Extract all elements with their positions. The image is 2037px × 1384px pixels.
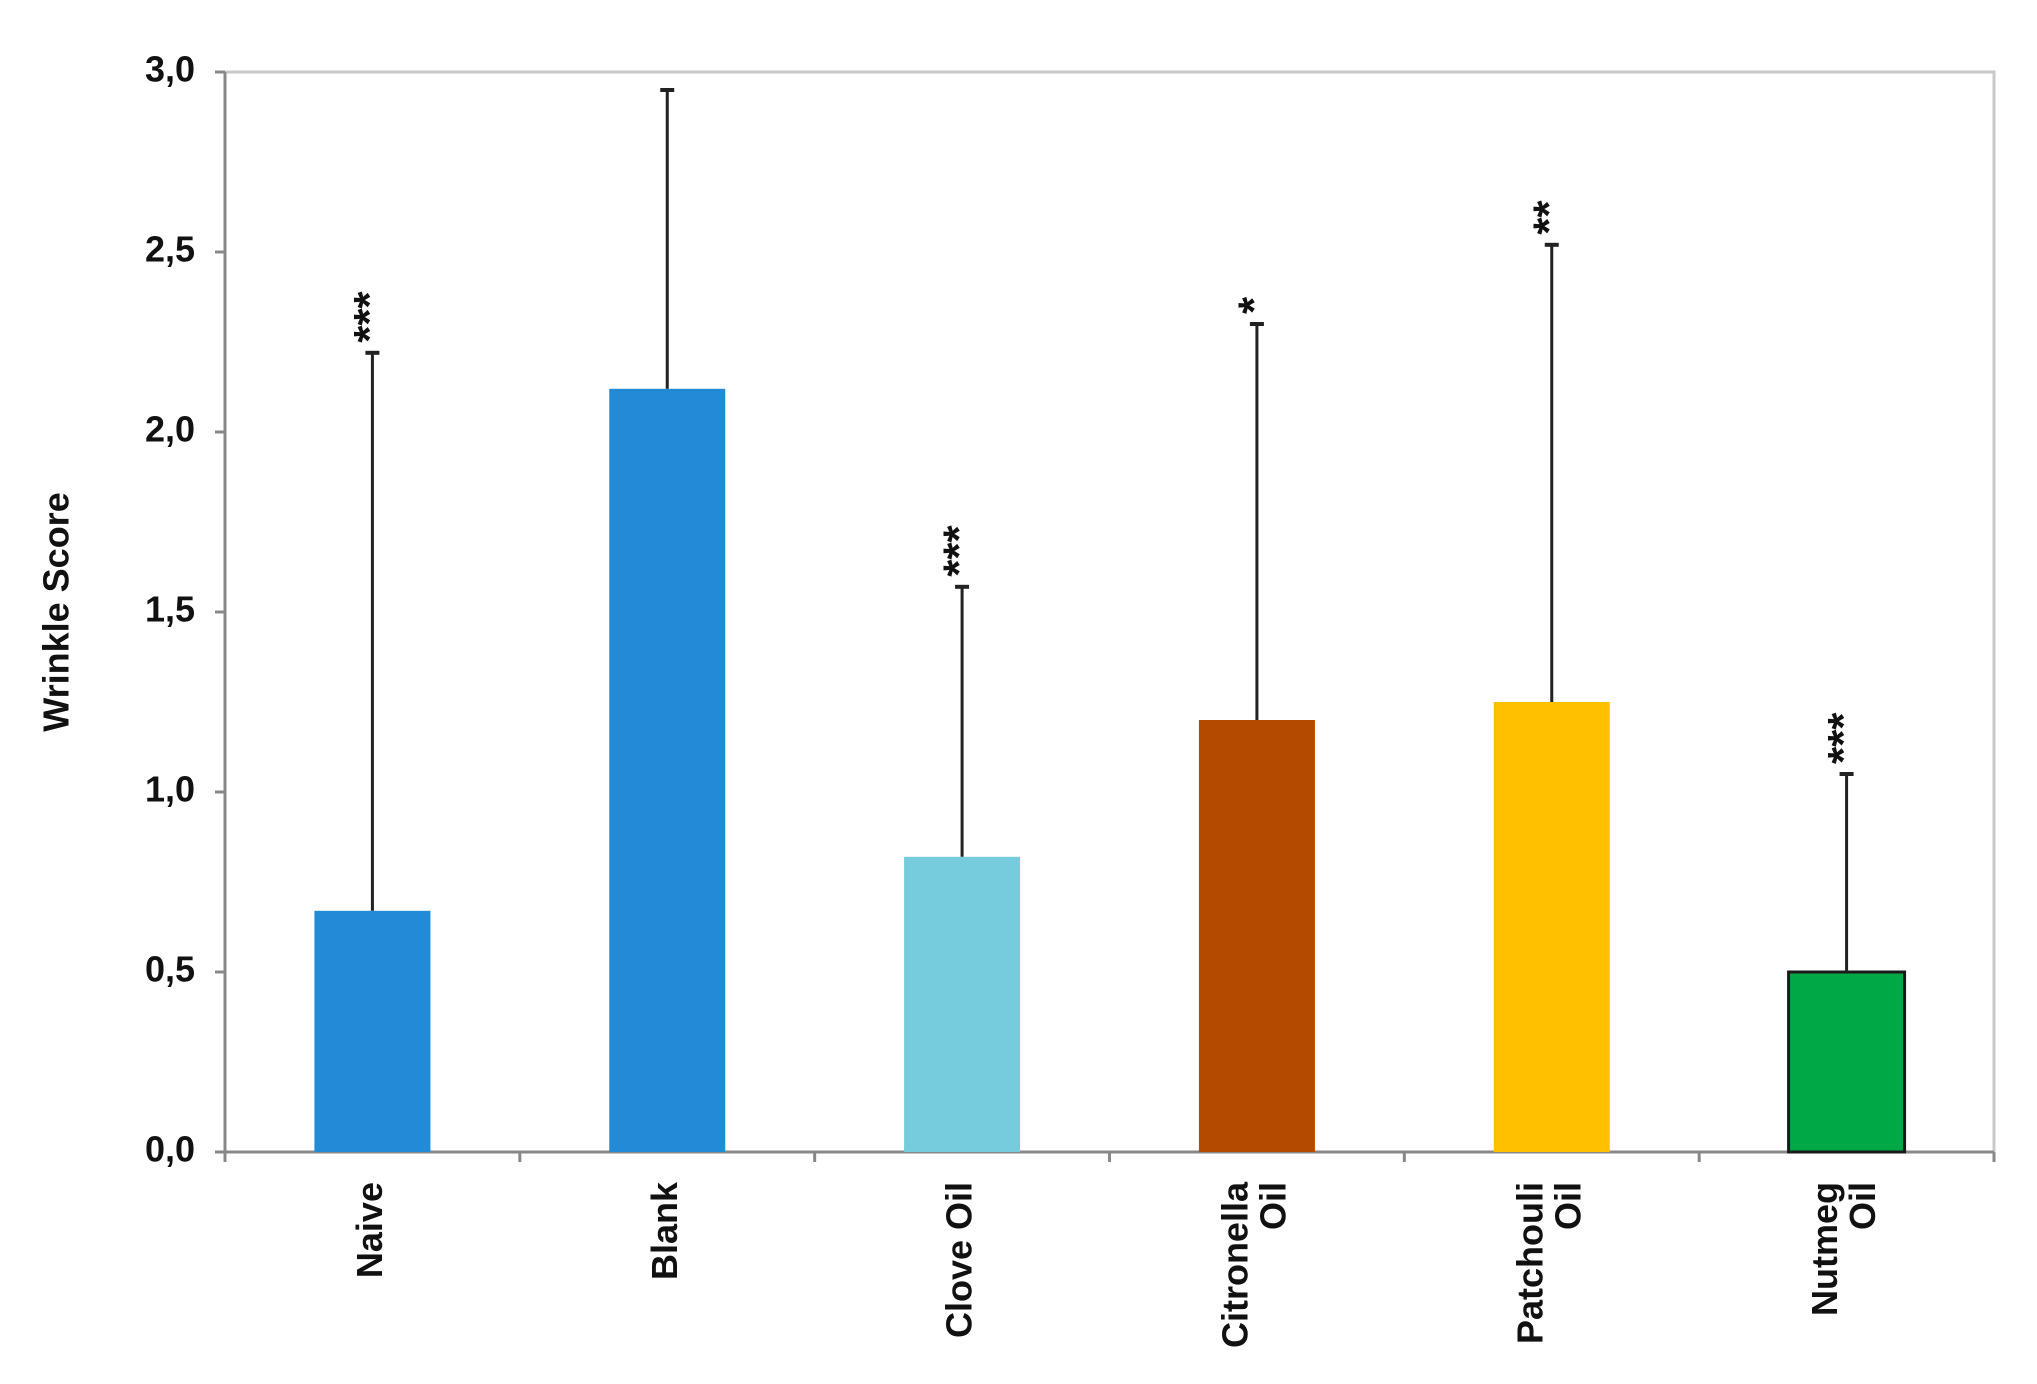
y-tick-label: 0,5 [145, 949, 195, 990]
x-tick-label: Oil [1547, 1182, 1588, 1230]
y-tick-label: 1,5 [145, 589, 195, 630]
x-tick-label: Clove Oil [939, 1182, 980, 1338]
x-tick-label: Nutmeg [1804, 1182, 1845, 1316]
y-tick-label: 3,0 [145, 49, 195, 90]
y-axis-label: Wrinkle Score [36, 492, 77, 731]
bar [609, 388, 726, 1152]
x-tick-label: Oil [1252, 1182, 1293, 1230]
y-tick-label: 0,0 [145, 1129, 195, 1170]
plot-frame [223, 70, 1996, 1154]
significance-label: * [1230, 296, 1279, 314]
bar [1493, 702, 1610, 1152]
x-tick-label: Naive [349, 1182, 390, 1278]
x-tick-label: Blank [644, 1181, 685, 1280]
significance-label: *** [345, 291, 394, 343]
y-tick-label: 1,0 [145, 769, 195, 810]
bar [1198, 720, 1315, 1152]
y-tick-label: 2,0 [145, 409, 195, 450]
bar [314, 910, 431, 1152]
significance-label: *** [1819, 712, 1868, 764]
x-tick-label: Citronella [1214, 1181, 1255, 1348]
bar [904, 856, 1021, 1152]
x-tick-label: Patchouli [1509, 1182, 1550, 1344]
bar [1787, 970, 1907, 1154]
significance-label: *** [935, 525, 984, 577]
significance-label: ** [1524, 200, 1573, 235]
y-tick-label: 2,5 [145, 229, 195, 270]
x-tick-label: Oil [1842, 1182, 1883, 1230]
